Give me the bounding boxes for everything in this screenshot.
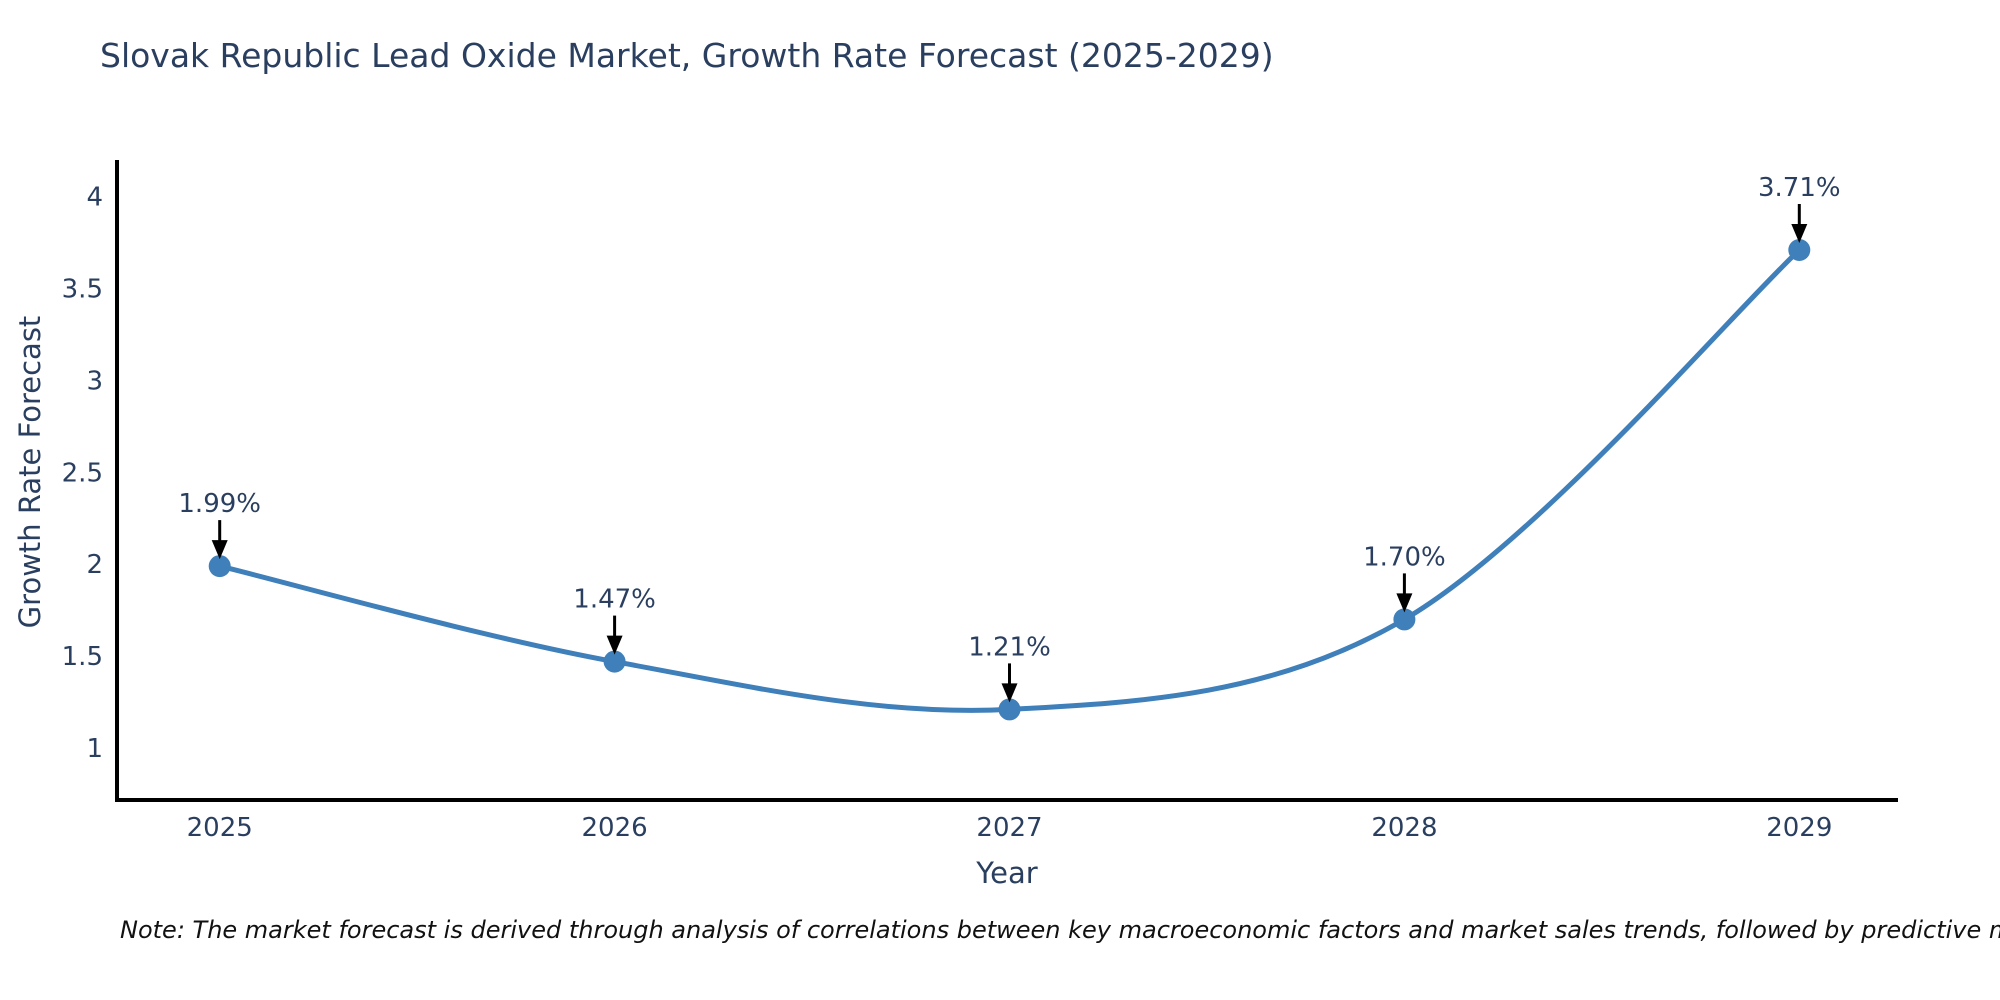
annotation-arrowhead-icon xyxy=(606,635,623,655)
annotation-arrowhead-icon xyxy=(211,540,228,560)
x-tick-label: 2028 xyxy=(1371,813,1437,843)
data-point-marker[interactable] xyxy=(1788,239,1811,261)
chart-title: Slovak Republic Lead Oxide Market, Growt… xyxy=(100,36,1274,75)
point-label: 1.47% xyxy=(573,585,656,615)
annotation-arrowhead-icon xyxy=(1791,224,1808,243)
point-label: 1.99% xyxy=(178,489,261,519)
y-tick-label: 2.5 xyxy=(62,458,103,488)
x-tick-label: 2027 xyxy=(976,813,1042,843)
data-point-marker[interactable] xyxy=(1393,608,1416,631)
y-tick-label: 1 xyxy=(86,734,103,764)
data-point-marker[interactable] xyxy=(998,698,1021,721)
x-tick-label: 2029 xyxy=(1766,813,1832,843)
axis-lines xyxy=(115,160,1898,802)
annotation-arrowhead-icon xyxy=(1001,683,1018,703)
chart-footnote: Note: The market forecast is derived thr… xyxy=(120,916,2000,944)
point-label: 1.21% xyxy=(968,632,1051,662)
data-point-marker[interactable] xyxy=(603,650,626,673)
y-tick-label: 2 xyxy=(86,550,103,580)
data-point-marker[interactable] xyxy=(208,555,231,578)
y-tick-label: 1.5 xyxy=(62,642,103,672)
annotation-arrowhead-icon xyxy=(1396,593,1413,613)
y-tick-label: 4 xyxy=(86,183,103,213)
y-tick-label: 3 xyxy=(86,367,103,397)
point-label: 1.70% xyxy=(1363,542,1446,572)
x-axis-title: Year xyxy=(976,856,1038,890)
x-tick-label: 2026 xyxy=(582,813,648,843)
y-tick-label: 3.5 xyxy=(62,275,103,305)
x-tick-label: 2025 xyxy=(187,813,253,843)
point-label: 3.71% xyxy=(1758,173,1841,203)
